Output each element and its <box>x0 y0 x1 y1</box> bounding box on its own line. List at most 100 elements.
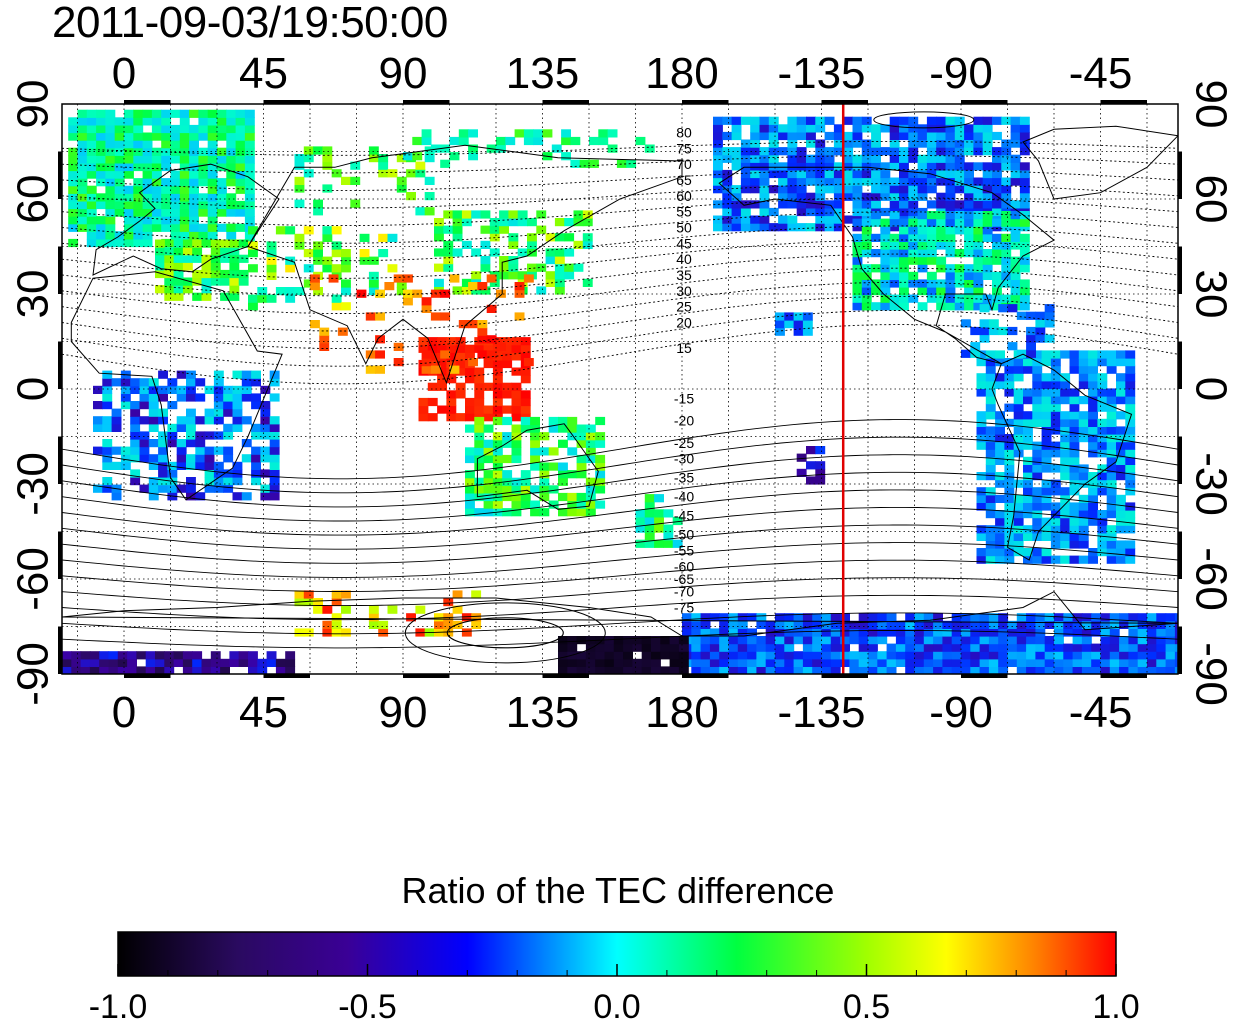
tec-data-cell <box>232 393 243 402</box>
tec-data-cell <box>1013 510 1024 519</box>
tec-data-cell <box>784 613 795 622</box>
tec-data-cell <box>1001 116 1012 125</box>
tec-data-cell <box>539 470 550 479</box>
tec-data-cell <box>328 274 339 283</box>
tec-data-cell <box>954 162 965 171</box>
frame-bar-bottom <box>821 674 868 678</box>
tec-data-cell <box>976 555 987 564</box>
tec-data-cell <box>576 666 587 674</box>
frame-bar-left <box>58 531 62 579</box>
tec-data-cell <box>192 277 203 286</box>
tec-data-cell <box>120 378 131 387</box>
tec-data-cell <box>740 185 751 194</box>
tec-data-cell <box>71 666 82 674</box>
tec-data-cell <box>660 651 671 660</box>
tec-data-cell <box>945 169 956 179</box>
tec-data-cell <box>130 408 141 417</box>
tec-data-cell <box>871 192 881 201</box>
tec-data-cell <box>750 131 761 141</box>
tec-data-cell <box>985 548 996 557</box>
tec-data-cell <box>858 636 869 645</box>
tec-data-cell <box>248 226 258 235</box>
tec-data-cell <box>982 226 993 235</box>
tec-data-cell <box>908 185 919 194</box>
tec-data-cell <box>396 279 407 288</box>
magnetic-latitude-contour <box>62 436 1178 494</box>
tec-data-cell <box>589 159 599 168</box>
tec-data-cell <box>768 185 779 194</box>
tec-data-cell <box>713 169 723 179</box>
tec-data-cell <box>1004 373 1015 382</box>
tec-data-cell <box>269 469 280 478</box>
tec-data-cell <box>1147 658 1157 667</box>
tec-data-cell <box>768 139 779 148</box>
tec-data-cell <box>179 155 190 164</box>
tec-data-cell <box>554 263 565 272</box>
tec-data-cell <box>548 424 559 433</box>
tec-data-cell <box>1041 418 1052 427</box>
tec-data-cell <box>899 169 909 179</box>
tec-data-cell <box>1004 358 1015 367</box>
tec-data-cell <box>226 162 237 172</box>
tec-data-cell <box>812 620 823 629</box>
tec-data-cell <box>982 192 993 201</box>
tec-data-cell <box>576 432 587 441</box>
tec-data-cell <box>1119 620 1129 629</box>
tec-data-cell <box>102 401 113 410</box>
tec-data-cell <box>1116 358 1126 367</box>
tec-data-cell <box>908 131 919 141</box>
tec-data-cell <box>635 539 646 548</box>
tec-data-cell <box>849 636 860 645</box>
tec-data-cell <box>186 378 196 387</box>
tec-data-cell <box>917 226 928 235</box>
tec-data-cell <box>992 271 1002 280</box>
tec-data-cell <box>992 256 1002 265</box>
tec-data-cell <box>486 350 497 359</box>
tec-data-cell <box>554 233 565 242</box>
tec-data-cell <box>499 218 509 227</box>
tec-data-cell <box>1072 620 1083 629</box>
tec-data-cell <box>747 643 757 652</box>
tec-data-cell <box>998 326 1009 336</box>
magnetic-latitude-contour <box>62 506 1178 550</box>
tec-data-cell <box>176 484 187 493</box>
tec-data-cell <box>976 525 987 534</box>
tec-data-cell <box>1069 434 1080 443</box>
tec-data-cell <box>954 124 965 133</box>
tec-data-cell <box>1050 555 1061 564</box>
tec-data-cell <box>852 241 863 250</box>
tec-data-cell <box>403 274 413 283</box>
tec-data-cell <box>86 117 97 126</box>
tec-data-cell <box>877 651 888 660</box>
tec-data-cell <box>207 170 218 179</box>
tec-data-cell <box>806 124 816 133</box>
tec-data-cell <box>251 370 261 379</box>
tec-data-cell <box>375 350 385 359</box>
tec-data-cell <box>936 287 947 296</box>
tec-data-cell <box>843 131 854 141</box>
tec-data-cell <box>951 658 962 667</box>
tec-data-cell <box>229 285 240 294</box>
tec-data-cell <box>337 327 348 336</box>
tec-data-cell <box>545 248 556 257</box>
lon-tick-label-top: 45 <box>239 49 288 98</box>
tec-data-cell <box>824 200 835 209</box>
tec-data-cell <box>508 218 519 227</box>
tec-data-cell <box>1001 241 1012 250</box>
tec-data-cell <box>970 620 981 629</box>
tec-data-cell <box>220 292 230 301</box>
contour-label: 50 <box>676 220 692 236</box>
tec-data-cell <box>483 470 494 479</box>
tec-data-cell <box>139 484 150 493</box>
tec-data-cell <box>120 401 131 410</box>
tec-data-cell <box>1137 666 1148 674</box>
tec-data-cell <box>833 185 844 194</box>
tec-data-cell <box>368 146 379 155</box>
tec-data-cell <box>1128 628 1139 637</box>
contour-label: 35 <box>676 267 692 283</box>
tec-data-cell <box>576 439 587 448</box>
tec-data-cell <box>709 636 720 645</box>
tec-data-cell <box>595 500 606 509</box>
tec-data-cell <box>77 117 88 126</box>
magnetic-latitude-contour <box>62 253 1178 297</box>
